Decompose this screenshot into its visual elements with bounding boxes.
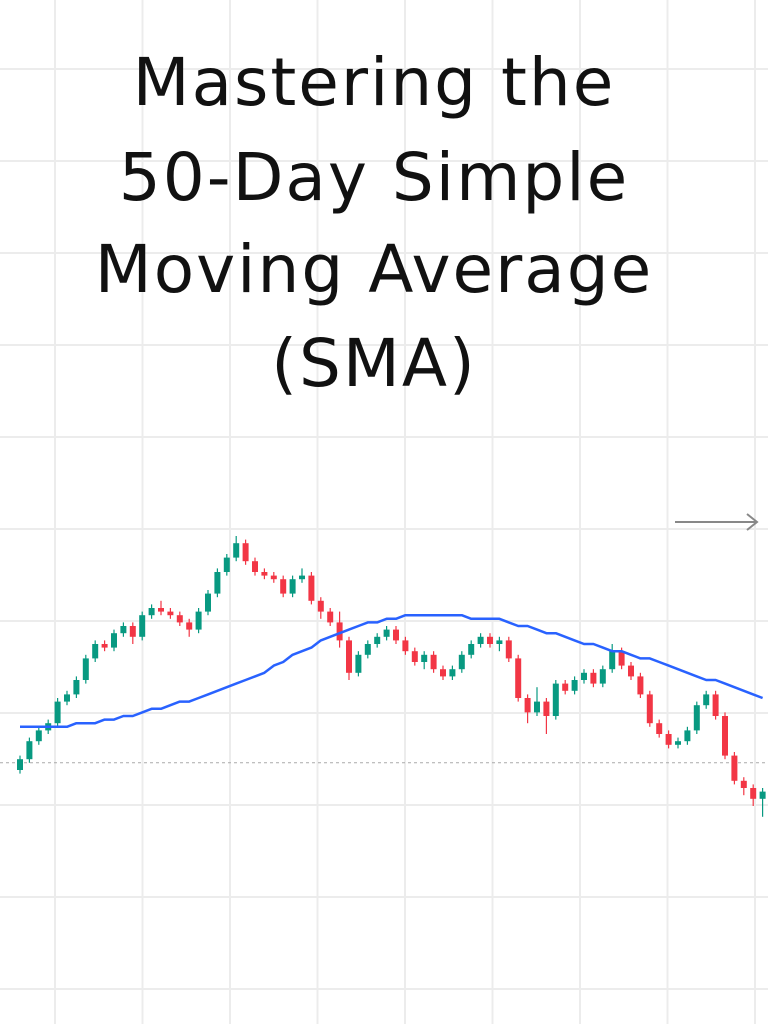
candle-body xyxy=(364,644,371,655)
candle-body xyxy=(637,676,644,695)
candle-body xyxy=(402,640,409,652)
candle-body xyxy=(656,723,663,734)
candle-body xyxy=(628,665,634,677)
candle-body xyxy=(411,651,418,662)
title-line: Moving Average xyxy=(95,231,653,308)
candle-body xyxy=(740,780,747,788)
candle-body xyxy=(223,557,230,572)
candle-body xyxy=(280,579,287,594)
candle-body xyxy=(515,658,522,698)
candle-body xyxy=(581,672,587,680)
candle-body xyxy=(186,622,193,630)
candle-body xyxy=(571,680,578,691)
candle-body xyxy=(693,705,700,731)
candle-body xyxy=(524,698,531,713)
candle-body xyxy=(205,593,211,612)
candle-body xyxy=(317,600,324,612)
candle-body xyxy=(101,644,108,648)
candle-body xyxy=(327,611,334,623)
candle-body xyxy=(477,636,484,644)
candle-body xyxy=(449,669,456,677)
candle-body xyxy=(355,654,362,673)
candle-body xyxy=(505,640,512,659)
candle-body xyxy=(73,680,80,695)
candle-body xyxy=(618,651,625,666)
candle-body xyxy=(195,611,202,630)
candle-body xyxy=(346,640,352,673)
candle-body xyxy=(430,654,437,670)
candle-body xyxy=(233,543,240,558)
candle-body xyxy=(261,572,268,576)
candle-body xyxy=(270,575,277,580)
candle-body xyxy=(252,561,258,572)
candle-body xyxy=(552,683,559,716)
candle-body xyxy=(148,608,155,616)
candle-body xyxy=(129,626,136,637)
candle-body xyxy=(712,694,719,716)
candle-body xyxy=(139,615,146,637)
candle-body xyxy=(120,626,127,634)
candle-body xyxy=(54,701,61,724)
candle-body xyxy=(176,615,183,623)
candle-body xyxy=(440,669,446,677)
candle-body xyxy=(17,759,23,770)
candle-body xyxy=(534,701,540,713)
sma-line xyxy=(20,613,764,729)
candle-body xyxy=(374,636,381,644)
candle-body xyxy=(665,734,672,745)
candle-body xyxy=(543,701,550,716)
candle-body xyxy=(336,622,343,641)
candle-body xyxy=(609,651,616,670)
candle-body xyxy=(468,644,475,655)
candle-body xyxy=(684,730,691,742)
candle-body xyxy=(599,669,606,684)
candle-body xyxy=(421,654,428,662)
candle-body xyxy=(383,629,390,637)
candle-body xyxy=(496,640,503,644)
candle-body xyxy=(750,788,757,799)
candle-body xyxy=(299,575,305,580)
title-line: (SMA) xyxy=(271,325,477,402)
candle-body xyxy=(214,572,221,594)
candle-body xyxy=(393,629,399,641)
candle-body xyxy=(487,636,493,644)
arrow xyxy=(675,513,759,531)
candle-body xyxy=(759,791,766,799)
candle-body xyxy=(167,611,174,616)
candle-body xyxy=(722,716,728,756)
candle-body xyxy=(92,644,99,659)
candle-body xyxy=(242,543,249,562)
candle-body xyxy=(289,579,296,594)
candle-body xyxy=(731,755,738,781)
candle-body xyxy=(82,658,89,680)
candle-body xyxy=(646,694,653,724)
candle-body xyxy=(675,741,681,745)
title-line: Mastering the xyxy=(133,44,616,121)
candle-body xyxy=(308,575,315,601)
candle-body xyxy=(111,633,117,648)
title-line: 50-Day Simple xyxy=(119,139,629,216)
candle-body xyxy=(562,683,569,691)
candle-body xyxy=(26,741,33,760)
candle-body xyxy=(64,694,70,702)
candle-body xyxy=(703,694,710,706)
candle-body xyxy=(590,672,597,684)
candle-body xyxy=(158,608,164,612)
candle-body xyxy=(458,654,465,670)
candle-body xyxy=(35,730,42,742)
